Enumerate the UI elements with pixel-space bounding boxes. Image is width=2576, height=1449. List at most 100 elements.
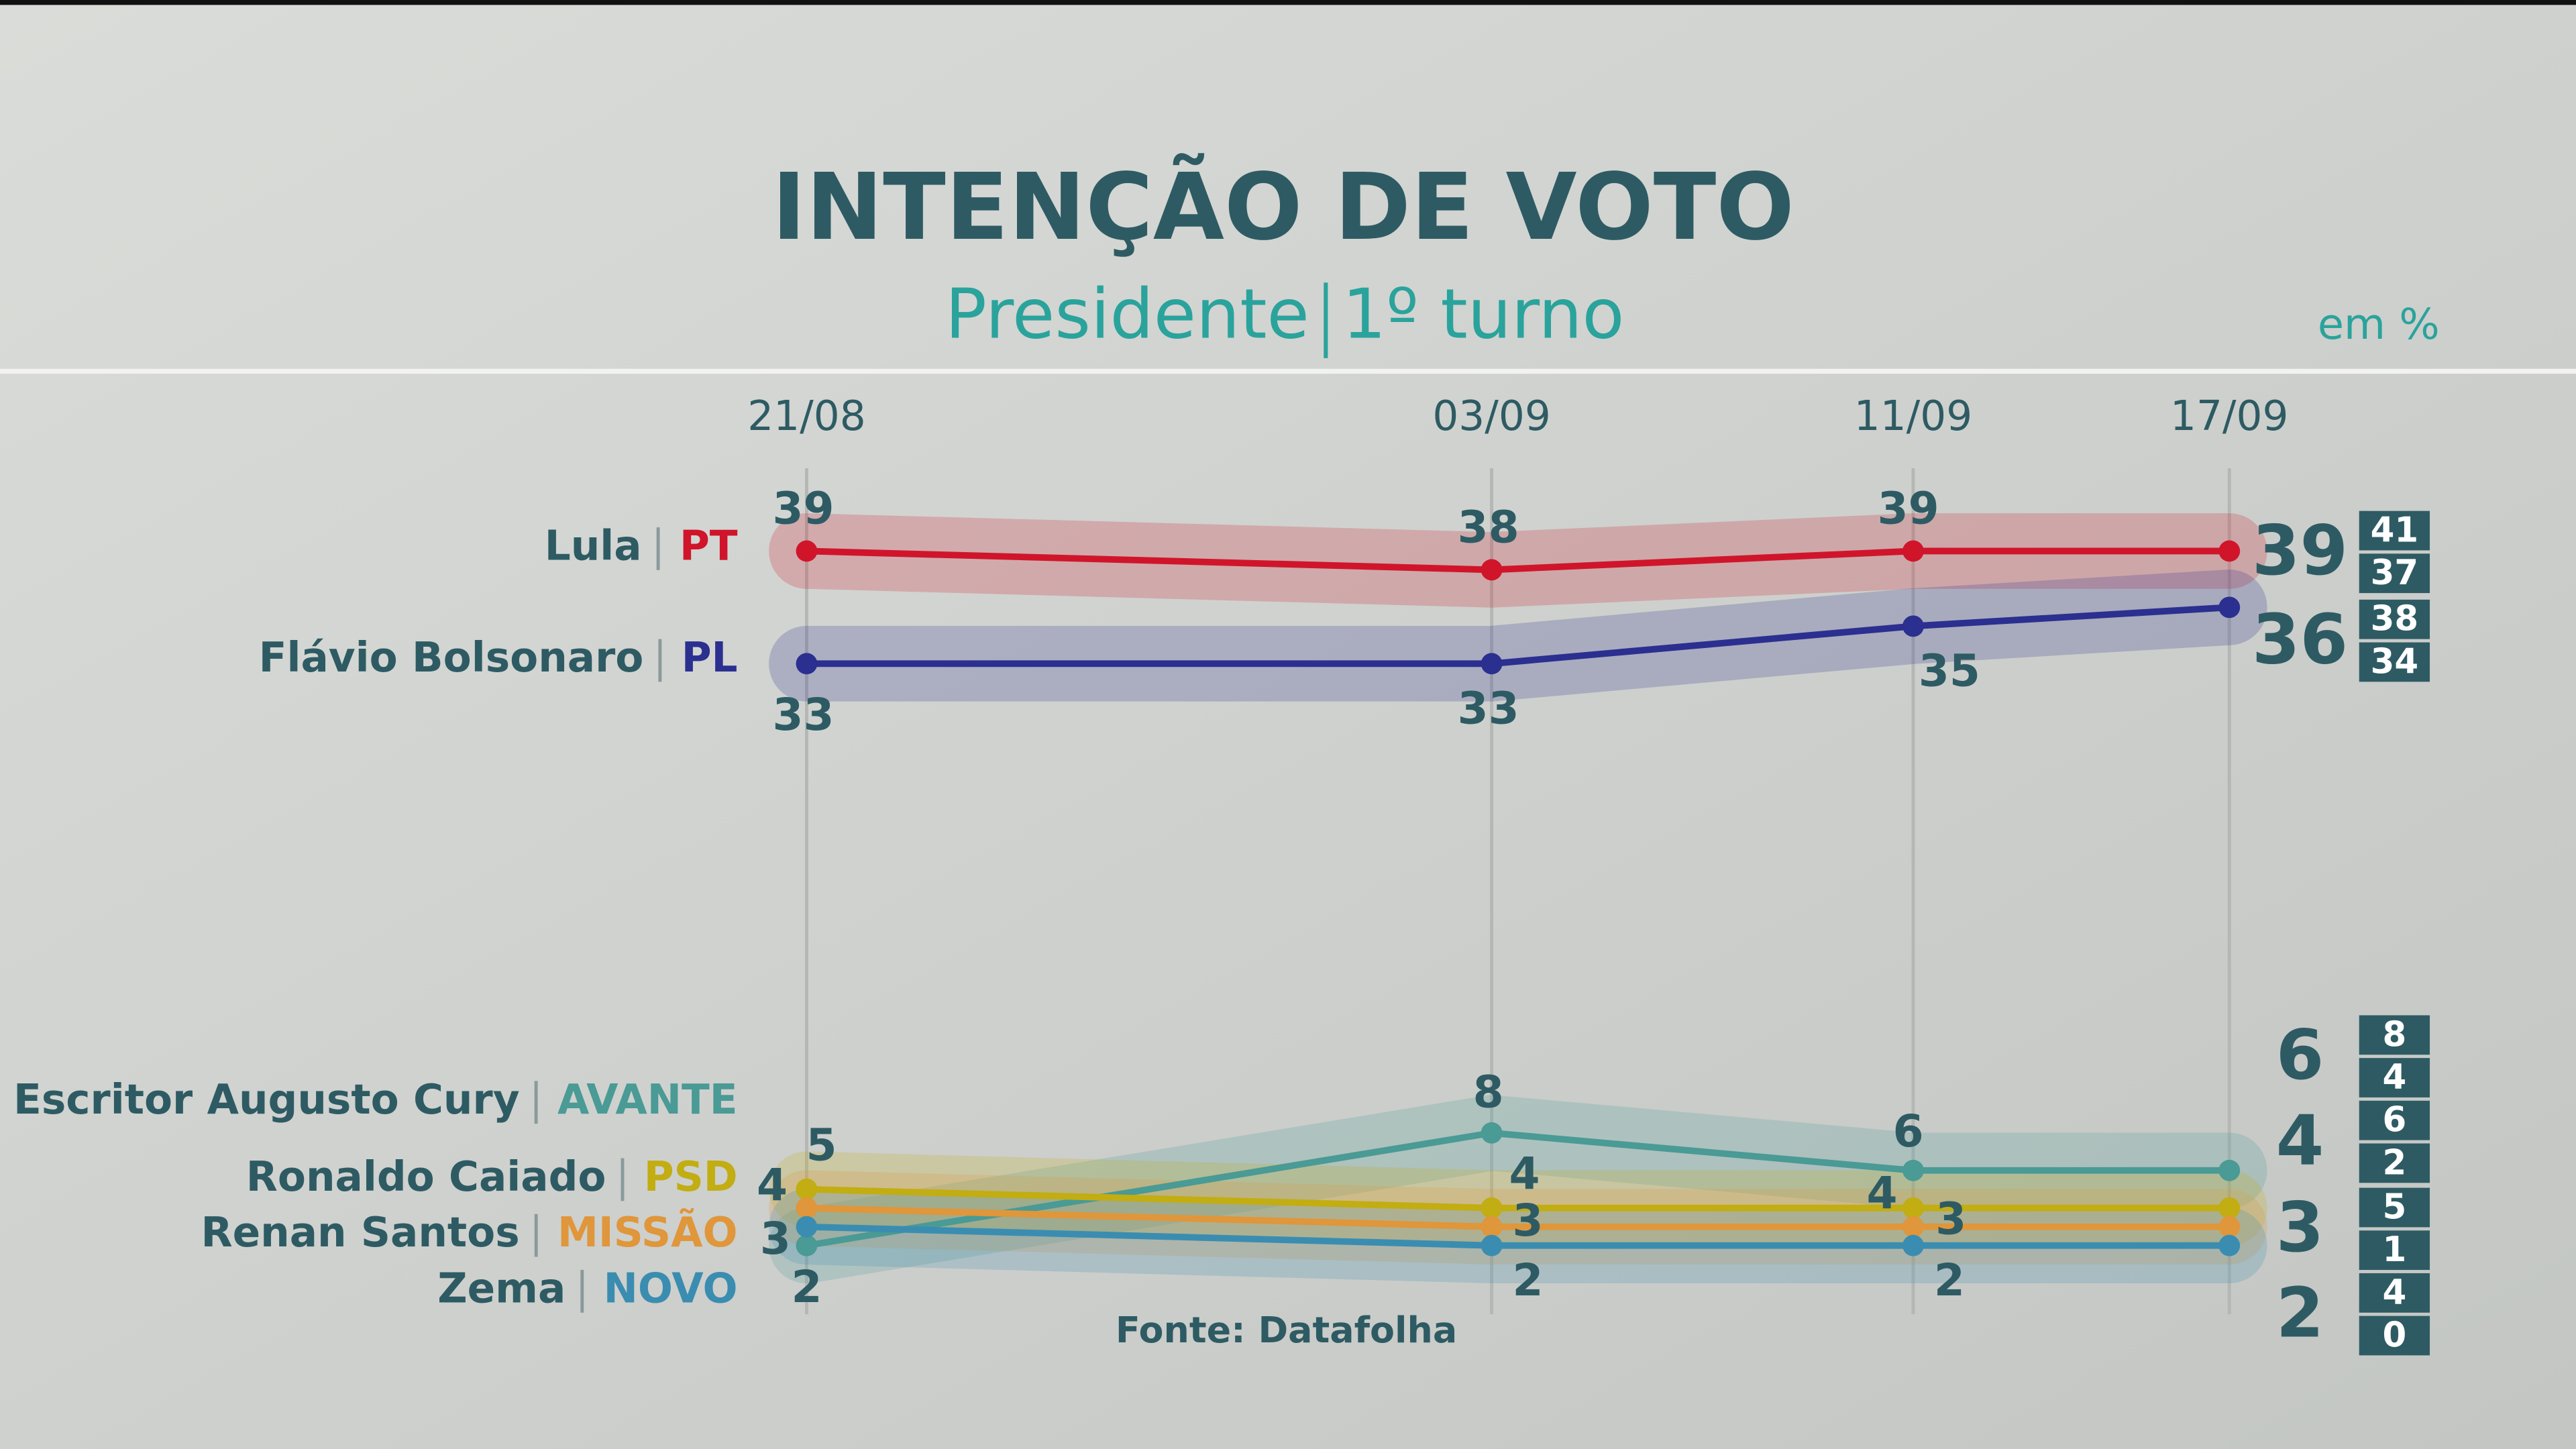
range-label: 4	[2382, 1057, 2406, 1097]
point	[1902, 615, 1924, 637]
point	[2218, 596, 2241, 619]
range-label: 0	[2382, 1315, 2406, 1355]
point	[1481, 653, 1503, 675]
point	[1902, 1159, 1924, 1181]
point	[2218, 1159, 2241, 1181]
point	[796, 1216, 818, 1238]
range-label: 2	[2382, 1142, 2406, 1183]
point	[796, 653, 818, 675]
x-tick-label: 21/08	[747, 392, 865, 440]
range-label: 38	[2371, 599, 2419, 639]
range-label: 8	[2382, 1014, 2406, 1055]
legend-name: Escritor Augusto Cury	[13, 1076, 520, 1124]
final-value-label: 3	[2276, 1188, 2324, 1268]
data-label: 4	[1866, 1168, 1897, 1220]
chart-subtitle-2: 1º turno	[1342, 274, 1625, 354]
legend-party: PT	[680, 523, 738, 570]
point	[1481, 1216, 1503, 1238]
x-tick-label: 17/09	[2170, 392, 2288, 440]
data-label: 4	[757, 1159, 788, 1211]
legend-name: Lula	[545, 523, 642, 570]
range-label: 4	[2382, 1273, 2406, 1313]
final-value-label: 4	[2276, 1101, 2324, 1181]
data-label: 8	[1473, 1067, 1504, 1118]
point	[796, 540, 818, 562]
range-box	[2359, 642, 2430, 682]
range-box	[2359, 511, 2430, 551]
data-label: 2	[791, 1261, 822, 1313]
point	[1481, 1197, 1503, 1219]
range-box	[2359, 553, 2430, 594]
range-box	[2359, 599, 2430, 639]
range-box	[2359, 1143, 2430, 1183]
legend-party: NOVO	[604, 1265, 738, 1312]
data-label: 35	[1919, 645, 1980, 696]
x-tick-label: 11/09	[1854, 392, 1972, 440]
range-box	[2359, 1273, 2430, 1313]
data-label: 5	[806, 1120, 837, 1171]
legend-party: AVANTE	[557, 1076, 738, 1124]
legend-name: Zema	[437, 1265, 566, 1312]
point	[1481, 559, 1503, 581]
point	[796, 1178, 818, 1200]
legend-name: Flávio Bolsonaro	[259, 634, 644, 682]
range-box	[2359, 1316, 2430, 1356]
x-tick-label: 03/09	[1432, 392, 1550, 440]
data-label: 6	[1893, 1106, 1924, 1157]
series-line	[806, 1223, 2230, 1249]
point	[796, 1197, 818, 1219]
final-value-label: 39	[2252, 511, 2348, 591]
range-box	[2359, 1015, 2430, 1055]
chart-subtitle: Presidente	[945, 274, 1309, 354]
top-bar	[0, 0, 2576, 5]
series-line	[806, 1185, 2230, 1212]
data-label: 2	[1512, 1254, 1543, 1306]
data-label: 3	[1512, 1195, 1543, 1246]
range-label: 1	[2382, 1230, 2406, 1270]
range-label: 34	[2371, 641, 2419, 682]
data-label: 39	[773, 483, 835, 535]
data-label: 38	[1458, 502, 1519, 553]
range-box	[2359, 1058, 2430, 1097]
point	[2218, 1216, 2241, 1238]
final-value-label: 36	[2252, 600, 2348, 680]
final-value-label: 2	[2276, 1273, 2324, 1353]
data-label: 3	[760, 1213, 791, 1265]
series-line	[806, 547, 2230, 574]
legend-party: PL	[682, 634, 738, 682]
point	[1481, 1234, 1503, 1256]
chart-title: INTENÇÃO DE VOTO	[771, 153, 1794, 261]
legend-party: MISSÃO	[557, 1208, 738, 1256]
range-label: 5	[2382, 1187, 2406, 1227]
point	[796, 1234, 818, 1256]
point	[1902, 1234, 1924, 1256]
point	[1902, 1197, 1924, 1219]
series-line	[806, 1204, 2230, 1230]
range-box	[2359, 1187, 2430, 1228]
data-label: 3	[1935, 1193, 1966, 1244]
legend-name: Renan Santos	[201, 1209, 519, 1256]
data-label: 4	[1509, 1148, 1540, 1199]
data-label: 33	[773, 689, 835, 741]
point	[2218, 1197, 2241, 1219]
series-line	[806, 1129, 2230, 1249]
final-value-label: 6	[2276, 1016, 2324, 1095]
data-label: 33	[1458, 682, 1519, 734]
legend-name: Ronaldo Caiado	[246, 1153, 606, 1201]
range-box	[2359, 1100, 2430, 1140]
series-line	[806, 604, 2230, 667]
point	[1481, 1122, 1503, 1144]
range-label: 6	[2382, 1100, 2406, 1140]
range-box	[2359, 1230, 2430, 1271]
legend-party: PSD	[644, 1153, 738, 1201]
point	[1902, 540, 1924, 562]
point	[2218, 1234, 2241, 1256]
point	[1902, 1216, 1924, 1238]
range-label: 41	[2371, 510, 2419, 550]
point	[2218, 540, 2241, 562]
data-label: 2	[1934, 1254, 1965, 1306]
unit-note: em %	[2318, 300, 2440, 350]
data-label: 39	[1878, 483, 1939, 535]
